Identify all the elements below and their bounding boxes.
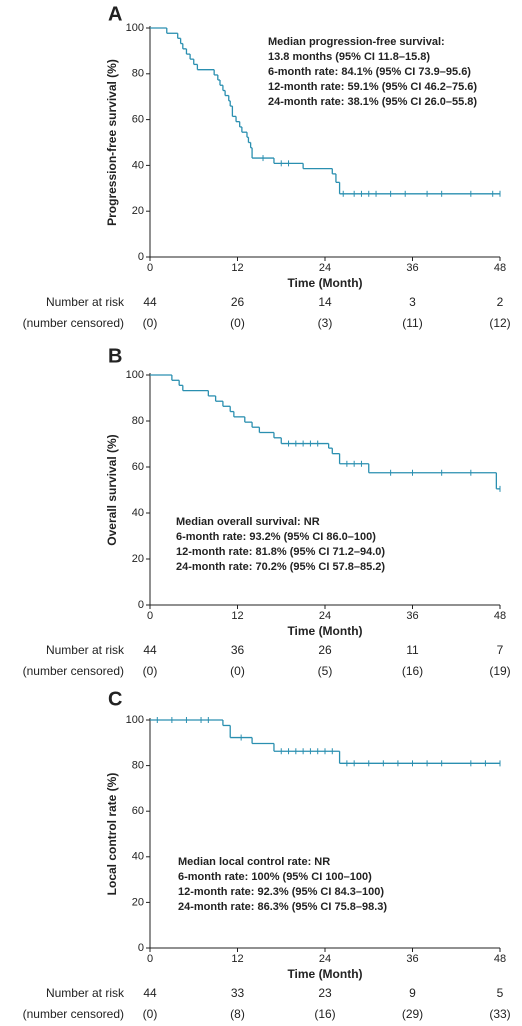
x-tick-label: 12 — [231, 262, 243, 274]
at-risk-value: 44 — [143, 986, 157, 1000]
x-tick-label: 0 — [147, 262, 153, 274]
y-tick-label: 60 — [132, 114, 144, 126]
y-tick-label: 40 — [132, 159, 144, 171]
censored-value: (12) — [489, 316, 510, 330]
annotation: 13.8 months (95% CI 11.8–15.8) — [268, 51, 430, 63]
x-tick-label: 0 — [147, 953, 153, 965]
censored-value: (3) — [318, 316, 333, 330]
at-risk-value: 5 — [497, 986, 504, 1000]
x-tick-label: 0 — [147, 610, 153, 622]
y-tick-label: 40 — [132, 507, 144, 519]
annotation: 24-month rate: 38.1% (95% CI 26.0–55.8) — [268, 96, 477, 108]
x-axis-label: Time (Month) — [287, 276, 362, 290]
y-tick-label: 0 — [138, 942, 144, 954]
annotation: 12-month rate: 92.3% (95% CI 84.3–100) — [178, 886, 384, 898]
annotation: 24-month rate: 86.3% (95% CI 75.8–98.3) — [178, 901, 387, 913]
y-axis-label: Progression-free survival (%) — [105, 59, 119, 226]
y-tick-label: 0 — [138, 599, 144, 611]
censored-value: (29) — [402, 1007, 423, 1021]
censored-value: (8) — [230, 1007, 245, 1021]
x-tick-label: 48 — [494, 610, 506, 622]
annotation: Median local control rate: NR — [178, 856, 330, 868]
annotation: 12-month rate: 59.1% (95% CI 46.2–75.6) — [268, 81, 477, 93]
annotation: 6-month rate: 84.1% (95% CI 73.9–95.6) — [268, 66, 471, 78]
panel-label: C — [108, 688, 122, 710]
annotation: 12-month rate: 81.8% (95% CI 71.2–94.0) — [176, 546, 385, 558]
at-risk-value: 26 — [231, 295, 245, 309]
censored-value: (0) — [143, 1007, 158, 1021]
x-tick-label: 36 — [406, 610, 418, 622]
x-tick-label: 12 — [231, 953, 243, 965]
censored-value: (16) — [314, 1007, 335, 1021]
at-risk-value: 9 — [409, 986, 416, 1000]
censored-value: (16) — [402, 664, 423, 678]
y-axis-label: Overall survival (%) — [105, 434, 119, 545]
y-tick-label: 40 — [132, 851, 144, 863]
y-tick-label: 0 — [138, 251, 144, 263]
annotation: 6-month rate: 100% (95% CI 100–100) — [178, 871, 372, 883]
y-tick-label: 20 — [132, 553, 144, 565]
at-risk-value: 36 — [231, 643, 245, 657]
y-tick-label: 80 — [132, 760, 144, 772]
y-tick-label: 100 — [126, 22, 144, 34]
censored-value: (0) — [143, 664, 158, 678]
y-tick-label: 20 — [132, 896, 144, 908]
y-tick-label: 100 — [126, 369, 144, 381]
x-tick-label: 36 — [406, 953, 418, 965]
censored-value: (19) — [489, 664, 510, 678]
x-tick-label: 36 — [406, 262, 418, 274]
at-risk-value: 44 — [143, 643, 157, 657]
risk-label: (number censored) — [23, 664, 124, 678]
annotation: Median progression-free survival: — [268, 36, 445, 48]
annotation: 24-month rate: 70.2% (95% CI 57.8–85.2) — [176, 561, 385, 573]
at-risk-value: 44 — [143, 295, 157, 309]
x-tick-label: 24 — [319, 262, 331, 274]
at-risk-value: 33 — [231, 986, 245, 1000]
censored-value: (11) — [402, 316, 422, 330]
x-tick-label: 24 — [319, 953, 331, 965]
censored-value: (5) — [318, 664, 333, 678]
panel-label: A — [108, 3, 122, 25]
annotation: Median overall survival: NR — [176, 516, 320, 528]
y-tick-label: 80 — [132, 415, 144, 427]
y-tick-label: 60 — [132, 805, 144, 817]
x-axis-label: Time (Month) — [287, 624, 362, 638]
y-tick-label: 80 — [132, 68, 144, 80]
risk-label: Number at risk — [46, 295, 125, 309]
y-tick-label: 60 — [132, 461, 144, 473]
at-risk-value: 3 — [409, 295, 416, 309]
at-risk-value: 11 — [406, 643, 419, 657]
y-tick-label: 20 — [132, 205, 144, 217]
risk-label: Number at risk — [46, 643, 125, 657]
at-risk-value: 14 — [318, 295, 332, 309]
censored-value: (0) — [230, 316, 245, 330]
x-tick-label: 48 — [494, 953, 506, 965]
panel-label: B — [108, 345, 122, 367]
x-tick-label: 48 — [494, 262, 506, 274]
at-risk-value: 7 — [497, 643, 504, 657]
y-axis-label: Local control rate (%) — [105, 773, 119, 896]
x-tick-label: 12 — [231, 610, 243, 622]
risk-label: Number at risk — [46, 986, 125, 1000]
censored-value: (0) — [143, 316, 158, 330]
x-axis-label: Time (Month) — [287, 967, 362, 981]
risk-label: (number censored) — [23, 1007, 124, 1021]
y-tick-label: 100 — [126, 714, 144, 726]
censored-value: (0) — [230, 664, 245, 678]
risk-label: (number censored) — [23, 316, 124, 330]
at-risk-value: 26 — [318, 643, 332, 657]
x-tick-label: 24 — [319, 610, 331, 622]
censored-value: (33) — [489, 1007, 510, 1021]
annotation: 6-month rate: 93.2% (95% CI 86.0–100) — [176, 531, 376, 543]
at-risk-value: 2 — [497, 295, 504, 309]
at-risk-value: 23 — [318, 986, 332, 1000]
